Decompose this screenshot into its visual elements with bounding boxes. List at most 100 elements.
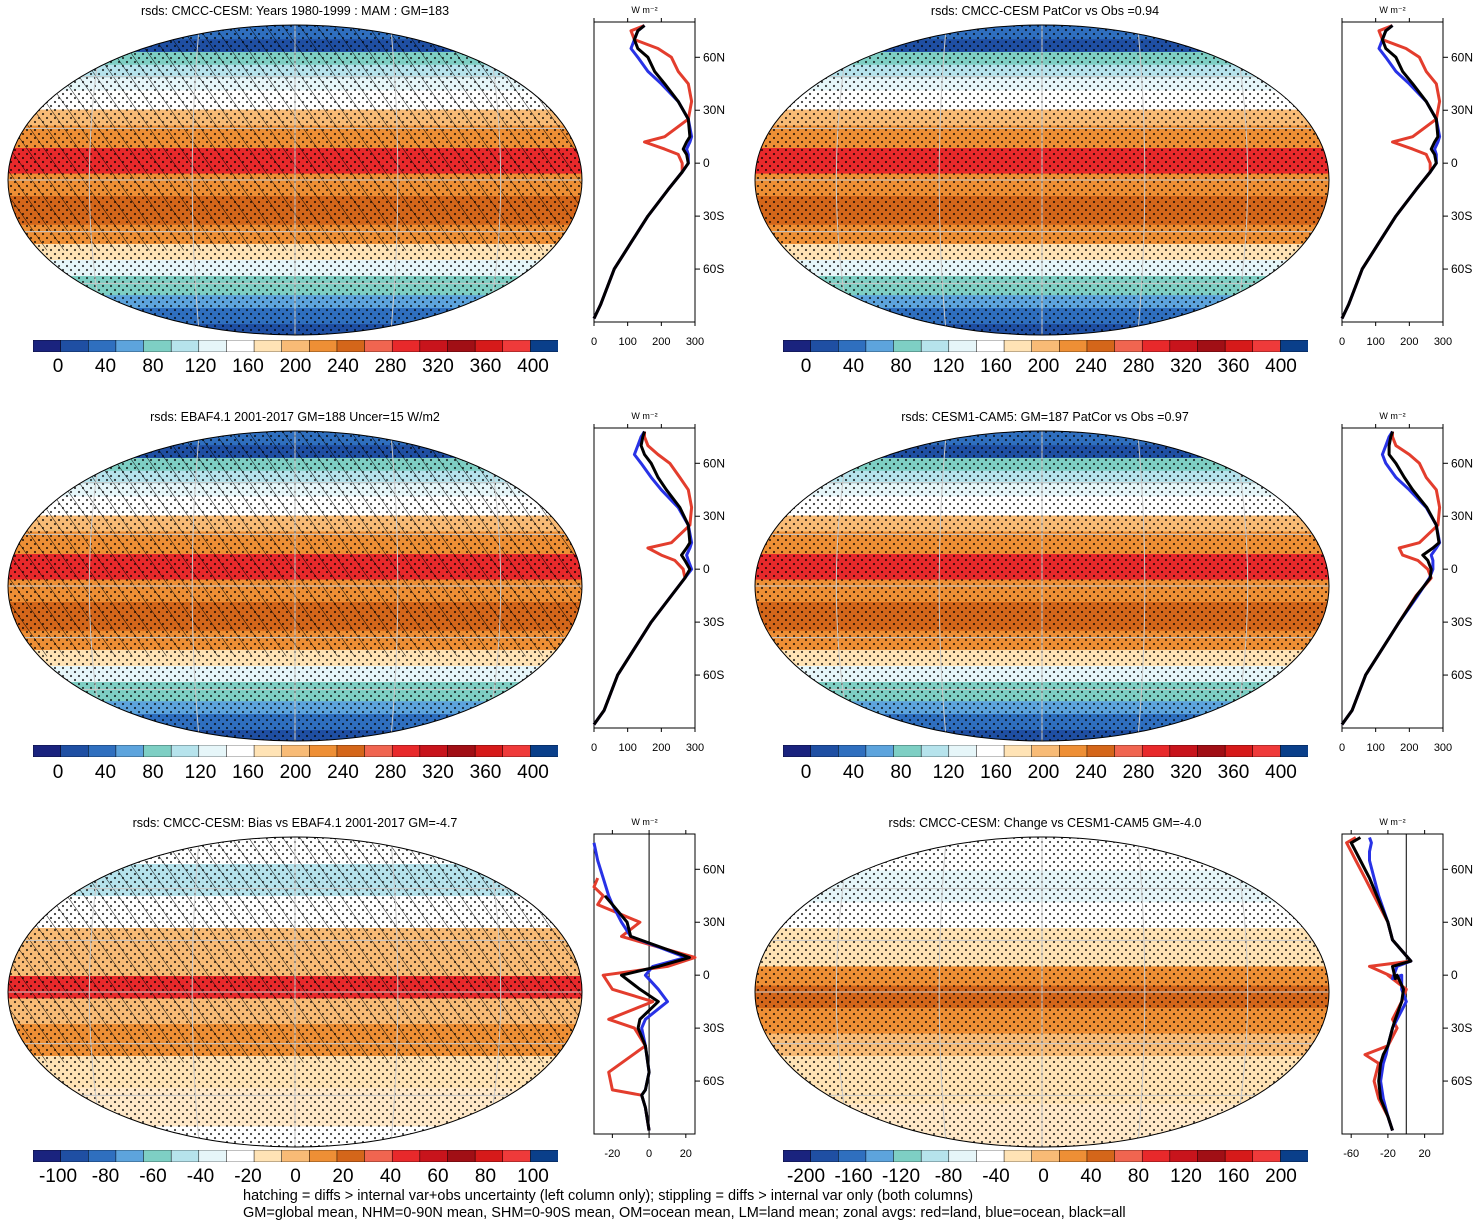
colorbar-tick-label: 0 (1038, 1166, 1049, 1187)
longitude-line (938, 431, 947, 741)
colorbar-swatch (60, 745, 89, 757)
colorbar-labels-2: 0 40 80 120 160 200 240 280 320 360 400 (801, 356, 1297, 378)
colorbar-tick-label: 80 (474, 1166, 497, 1187)
colorbar-tick-label: -60 (139, 1166, 167, 1187)
colorbar-swatch (33, 340, 62, 352)
zonal-x-label: 0 (1339, 336, 1345, 347)
colorbar-swatch (893, 1150, 922, 1162)
zonal-plot-6: W m⁻² 60N 30N 0 30S 60S -60 -20 20 (1341, 817, 1473, 1159)
colorbar-tick-label: -20 (234, 1166, 262, 1187)
zonal-lat-label: 30N (1451, 103, 1473, 117)
zonal-lat-label: 30S (1451, 1021, 1472, 1035)
colorbar-tick-label: 80 (890, 356, 912, 377)
colorbar-swatch (170, 745, 200, 757)
zonal-x-label: 0 (591, 336, 597, 347)
colorbar-tick-label: -80 (91, 1166, 120, 1187)
colorbar-swatch (838, 1150, 867, 1162)
colorbar-swatch (143, 745, 172, 757)
colorbar-tick-label: -160 (834, 1166, 873, 1187)
colorbar-swatch (920, 1150, 950, 1162)
colorbar-swatch (865, 1150, 895, 1162)
zonal-series-all (592, 24, 692, 320)
zonal-lat-label: 60S (1451, 668, 1472, 682)
colorbar-tick-label: 280 (374, 356, 407, 377)
colorbar-swatch (143, 340, 172, 352)
longitude-line (191, 431, 200, 741)
colorbar-swatch (1169, 745, 1199, 757)
colorbar-tick-label: 400 (1265, 762, 1297, 783)
colorbar-swatch (810, 340, 839, 352)
colorbar-swatch (447, 340, 476, 352)
zonal-series-all (1340, 24, 1440, 320)
zonal-frame (593, 427, 696, 729)
colorbar-swatch (60, 340, 89, 352)
colorbar-swatch (1252, 340, 1281, 352)
colorbar-swatch (1114, 745, 1143, 757)
zonal-lat-label: 60S (703, 262, 724, 276)
panel-title-5: rsds: CMCC-CESM: Bias vs EBAF4.1 2001-20… (132, 816, 458, 830)
colorbar-swatch (1141, 1150, 1171, 1162)
colorbar-tick-label: 200 (279, 356, 312, 377)
colorbar-swatch (226, 745, 255, 757)
colorbar-tick-label: 40 (1080, 1166, 1102, 1187)
colorbar-tick-label: 320 (422, 762, 454, 783)
colorbar-swatch (60, 1150, 89, 1162)
zonal-lat-label: 60S (703, 668, 724, 682)
colorbar-tick-label: 160 (1217, 1166, 1250, 1187)
colorbar-swatch (364, 340, 393, 352)
colorbar-swatch (253, 745, 283, 757)
colorbar-swatch (88, 1150, 117, 1162)
colorbar-swatch (1003, 340, 1033, 352)
zonal-x-label: 100 (618, 742, 636, 753)
colorbar-tick-label: 40 (94, 762, 117, 783)
colorbar-swatch (419, 340, 449, 352)
colorbar-swatch (948, 1150, 977, 1162)
colorbar-swatch (783, 745, 812, 757)
colorbar-tick-label: 400 (517, 356, 549, 377)
zonal-lat-label: 0 (703, 968, 710, 982)
colorbar-swatch (530, 340, 558, 352)
colorbar-swatch (143, 1150, 172, 1162)
colorbar-swatch (1059, 1150, 1088, 1162)
colorbar-tick-label: 40 (842, 762, 865, 783)
colorbar-tick-label: 280 (1122, 762, 1155, 783)
colorbar-swatch (170, 340, 200, 352)
colorbar-tick-label: 200 (1265, 1166, 1297, 1187)
colorbar-tick-label: -200 (786, 1166, 826, 1187)
colorbar-labels-1: 0 40 80 120 160 200 240 280 320 360 400 (53, 356, 549, 378)
zonal-unit-label: W m⁻² (1379, 411, 1405, 421)
zonal-x-label: -60 (1343, 1148, 1359, 1159)
zonal-lat-label: 30N (703, 103, 725, 117)
colorbar-tick-label: 160 (232, 356, 264, 377)
zonal-unit-label: W m⁻² (631, 411, 657, 421)
zonal-lat-label: 0 (703, 562, 710, 576)
colorbar-swatch (1224, 745, 1254, 757)
zonal-series-land (1345, 836, 1413, 1131)
colorbar-tick-label: 0 (52, 762, 64, 783)
map-4 (754, 430, 1330, 742)
zonal-frame (1341, 427, 1444, 729)
colorbar-swatch (336, 745, 366, 757)
colorbar-swatch (502, 1150, 531, 1162)
zonal-x-label: 0 (646, 1148, 652, 1159)
colorbar-tick-label: -40 (186, 1166, 215, 1187)
zonal-plot-4: W m⁻² 60N 30N 0 30S 60S 0 100 200 300 (1339, 411, 1473, 753)
colorbar-3 (33, 745, 558, 757)
map-border (754, 430, 1330, 742)
zonal-x-label: 20 (1419, 1148, 1431, 1159)
colorbar-swatch (281, 745, 310, 757)
colorbar-tick-label: 240 (1075, 356, 1107, 377)
zonal-frame (1341, 21, 1444, 323)
colorbar-swatch (391, 745, 421, 757)
map-border (7, 836, 583, 1148)
colorbar-tick-label: 40 (379, 1166, 402, 1187)
colorbar-tick-label: 280 (374, 762, 407, 783)
colorbar-tick-label: 200 (1027, 356, 1060, 377)
longitude-line (191, 25, 200, 335)
zonal-x-label: 200 (1400, 336, 1418, 347)
zonal-lat-label: 60N (1451, 50, 1473, 64)
colorbar-tick-label: 0 (290, 1166, 301, 1187)
map-border (7, 430, 583, 742)
colorbar-tick-label: 320 (1170, 762, 1202, 783)
colorbar-swatch (920, 340, 950, 352)
